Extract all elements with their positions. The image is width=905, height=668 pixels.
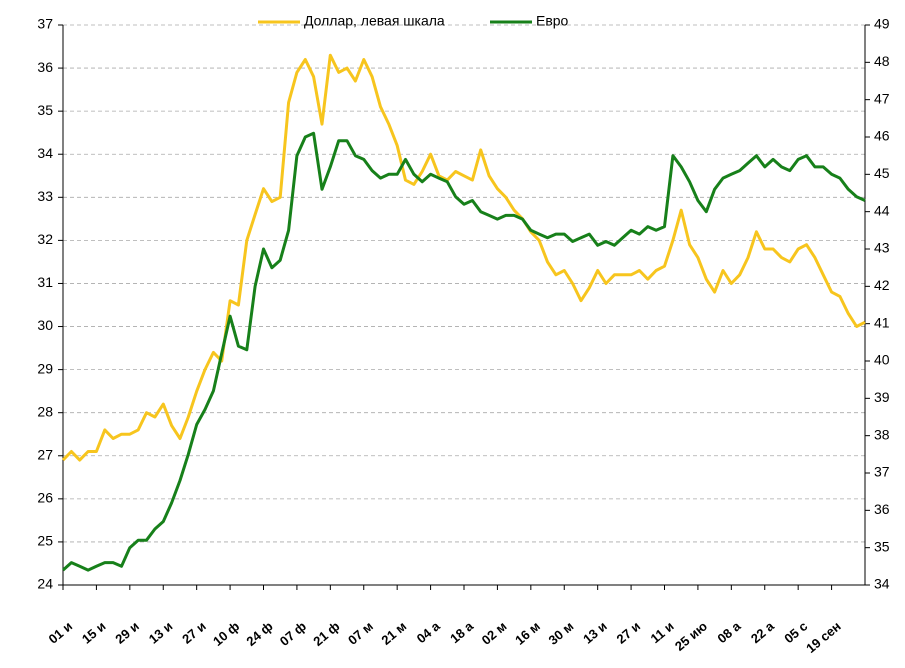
y2-tick-label: 46	[874, 128, 890, 144]
series-line	[61, 53, 866, 462]
y-tick-label: 28	[37, 403, 53, 419]
y2-tick-label: 40	[874, 352, 890, 368]
y2-tick-label: 36	[874, 501, 890, 517]
y2-tick-label: 48	[874, 53, 890, 69]
y2-tick-label: 49	[874, 16, 890, 32]
y2-tick-label: 43	[874, 240, 890, 256]
x-tick-label: 18 а	[447, 618, 477, 646]
y-tick-label: 24	[37, 576, 53, 592]
y-tick-label: 32	[37, 231, 53, 247]
x-tick-label: 07 ф	[277, 618, 309, 648]
y2-tick-label: 44	[874, 202, 890, 218]
y2-tick-label: 45	[874, 165, 890, 181]
y-tick-label: 33	[37, 188, 53, 204]
x-tick-label: 27 и	[614, 618, 644, 646]
x-tick-label: 02 м	[479, 618, 510, 647]
y2-tick-label: 41	[874, 314, 890, 330]
x-tick-label: 29 и	[112, 618, 142, 646]
x-tick-label: 24 ф	[243, 618, 275, 648]
x-tick-label: 07 м	[345, 618, 376, 647]
y2-tick-label: 38	[874, 426, 890, 442]
x-tick-label: 21 ф	[310, 618, 342, 648]
series-line	[62, 131, 866, 572]
y-tick-label: 29	[37, 360, 53, 376]
x-tick-label: 01 и	[46, 618, 76, 646]
y2-tick-label: 34	[874, 576, 890, 592]
y-tick-label: 27	[37, 446, 53, 462]
y2-tick-label: 47	[874, 90, 890, 106]
y-tick-label: 35	[37, 102, 53, 118]
y-tick-label: 30	[37, 317, 53, 333]
x-tick-label: 08 а	[714, 618, 744, 646]
legend-label: Евро	[536, 13, 569, 29]
x-tick-label: 25 ию	[672, 618, 710, 653]
x-tick-label: 19 сен	[803, 618, 844, 655]
legend-label: Доллар, левая шкала	[304, 13, 445, 29]
y-tick-label: 37	[37, 16, 53, 32]
y2-tick-label: 37	[874, 464, 890, 480]
x-tick-label: 22 а	[748, 618, 778, 646]
y2-tick-label: 42	[874, 277, 890, 293]
y-tick-label: 36	[37, 59, 53, 75]
y2-tick-label: 39	[874, 389, 890, 405]
x-tick-label: 04 а	[414, 618, 444, 646]
x-tick-label: 16 м	[512, 618, 543, 647]
y2-tick-label: 35	[874, 538, 890, 554]
y-tick-label: 26	[37, 490, 53, 506]
x-tick-label: 30 м	[546, 618, 577, 647]
y-tick-label: 25	[37, 533, 53, 549]
x-tick-label: 13 и	[146, 618, 176, 646]
y-tick-label: 31	[37, 274, 53, 290]
x-tick-label: 21 м	[378, 618, 409, 647]
x-tick-label: 13 и	[580, 618, 610, 646]
x-tick-label: 27 и	[179, 618, 209, 646]
y-tick-label: 34	[37, 145, 53, 161]
x-tick-label: 15 и	[79, 618, 109, 646]
x-tick-label: 10 ф	[210, 618, 242, 648]
